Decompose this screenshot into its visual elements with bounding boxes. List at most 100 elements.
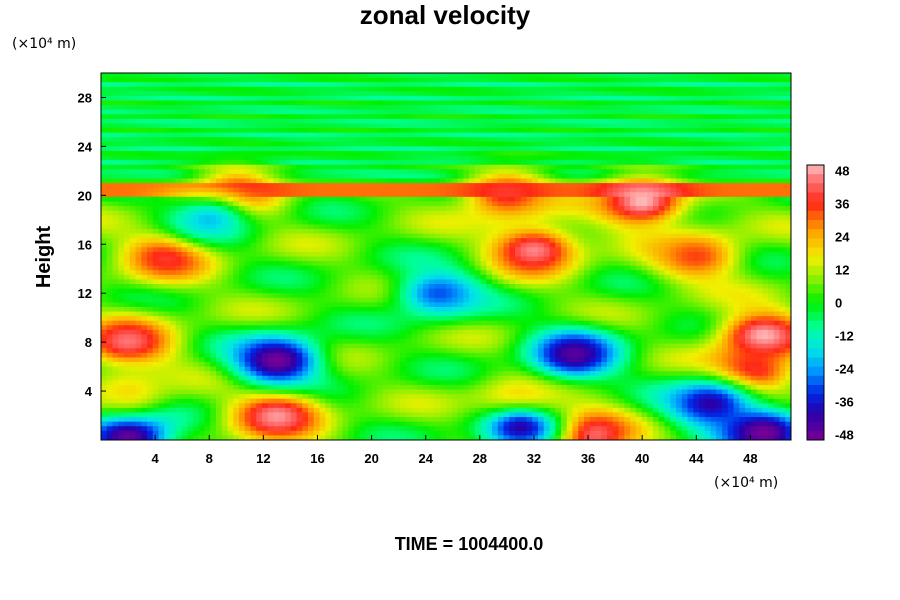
heatmap-cell [382, 137, 390, 143]
heatmap-cell [394, 77, 401, 83]
heatmap-cell [250, 192, 257, 198]
heatmap-cell [187, 256, 194, 262]
heatmap-cell [267, 192, 275, 198]
heatmap-cell [457, 100, 464, 106]
heatmap-cell [319, 82, 326, 88]
heatmap-cell [497, 146, 505, 152]
heatmap-cell [302, 132, 309, 138]
heatmap-cell [589, 73, 597, 79]
heatmap-cell [722, 219, 729, 225]
heatmap-cell [555, 219, 562, 225]
heatmap-cell [262, 233, 269, 239]
heatmap-cell [175, 118, 183, 125]
heatmap-cell [722, 173, 729, 180]
heatmap-cell [279, 173, 286, 180]
heatmap-cell [296, 146, 303, 152]
heatmap-cell [106, 100, 114, 106]
heatmap-cell [722, 146, 729, 152]
heatmap-cell [129, 219, 137, 225]
heatmap-cell [733, 77, 740, 83]
heatmap-cell [440, 228, 447, 235]
heatmap-cell [262, 238, 269, 244]
heatmap-cell [716, 251, 723, 258]
heatmap-cell [250, 196, 257, 203]
heatmap-cell [400, 150, 407, 157]
heatmap-cell [457, 192, 464, 198]
heatmap-cell [187, 137, 194, 143]
heatmap-cell [405, 187, 413, 193]
heatmap-cell [400, 206, 407, 212]
heatmap-cell [601, 105, 608, 111]
heatmap-cell [158, 146, 165, 152]
heatmap-cell [354, 95, 361, 102]
heatmap-cell [405, 73, 413, 79]
heatmap-cell [423, 100, 430, 106]
heatmap-cell [520, 73, 528, 79]
heatmap-cell [727, 82, 735, 88]
heatmap-cell [745, 123, 752, 129]
heatmap-cell [446, 219, 453, 225]
heatmap-cell [331, 224, 338, 230]
heatmap-cell [342, 77, 349, 83]
heatmap-cell [394, 137, 401, 143]
heatmap-cell [584, 233, 591, 239]
heatmap-cell [101, 215, 108, 221]
heatmap-cell [239, 251, 246, 258]
heatmap-cell [658, 146, 666, 152]
heatmap-cell [584, 178, 591, 184]
heatmap-cell [382, 247, 390, 253]
heatmap-cell [710, 224, 717, 230]
heatmap-cell [773, 219, 781, 225]
heatmap-cell [653, 196, 660, 203]
heatmap-cell [515, 238, 522, 244]
heatmap-cell [135, 95, 142, 102]
heatmap-cell [359, 247, 367, 253]
heatmap-cell [745, 210, 752, 216]
heatmap-cell [561, 178, 568, 184]
heatmap-cell [676, 82, 683, 88]
heatmap-cell [624, 141, 631, 147]
heatmap-cell [532, 132, 539, 138]
heatmap-cell [446, 173, 453, 180]
heatmap-cell [331, 233, 338, 239]
heatmap-cell [187, 251, 194, 258]
heatmap-cell [658, 123, 666, 129]
heatmap-cell [756, 86, 763, 92]
heatmap-cell [417, 73, 424, 79]
heatmap-cell [641, 173, 648, 180]
heatmap-cell [474, 242, 482, 248]
heatmap-cell [405, 86, 413, 92]
heatmap-cell [204, 155, 211, 161]
heatmap-cell [658, 109, 666, 115]
heatmap-cell [647, 150, 654, 157]
heatmap-cell [595, 132, 602, 138]
heatmap-cell [699, 123, 706, 129]
heatmap-cell [101, 73, 108, 79]
heatmap-cell [279, 137, 286, 143]
heatmap-cell [572, 137, 579, 143]
heatmap-cell [716, 173, 723, 180]
heatmap-cell [313, 128, 321, 134]
heatmap-cell [290, 155, 298, 161]
heatmap-cell [405, 173, 413, 180]
heatmap-cell [739, 238, 746, 244]
heatmap-cell [227, 256, 234, 262]
heatmap-cell [428, 123, 436, 129]
heatmap-cell [193, 128, 200, 134]
heatmap-cell [394, 123, 401, 129]
heatmap-cell [365, 128, 372, 134]
heatmap-cell [727, 247, 735, 253]
heatmap-cell [147, 219, 154, 225]
heatmap-cell [446, 137, 453, 143]
heatmap-cell [377, 196, 384, 203]
heatmap-cell [739, 224, 746, 230]
heatmap-cell [359, 183, 367, 189]
heatmap-cell [463, 247, 470, 253]
heatmap-cell [319, 224, 326, 230]
heatmap-cell [417, 100, 424, 106]
heatmap-cell [664, 215, 671, 221]
heatmap-cell [279, 82, 286, 88]
heatmap-cell [359, 164, 367, 170]
heatmap-cell [658, 183, 666, 189]
heatmap-cell [371, 247, 378, 253]
